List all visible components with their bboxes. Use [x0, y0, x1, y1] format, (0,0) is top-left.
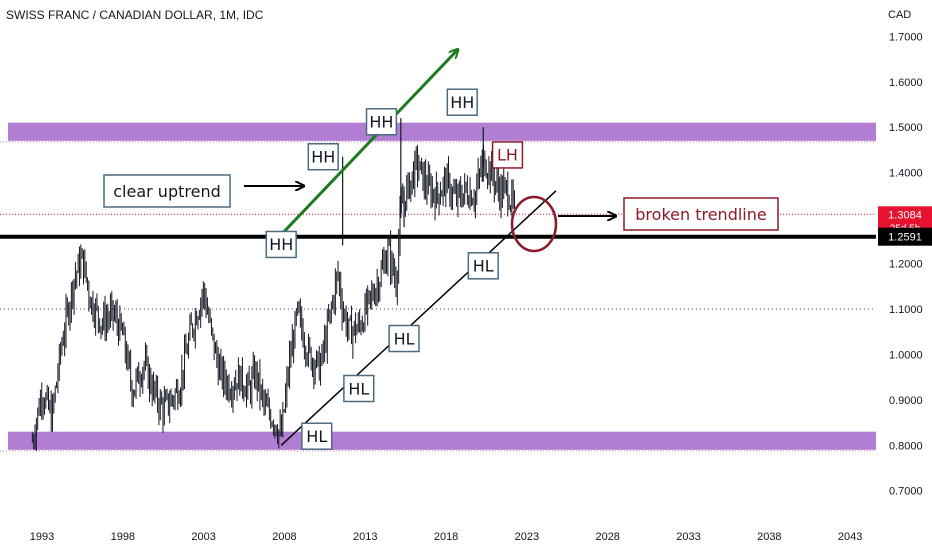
x-tick-label: 2018: [434, 531, 458, 543]
hh-label-3: HH: [450, 93, 474, 112]
hl-label-1-box: [343, 374, 375, 403]
price-tag-black-bg: [878, 227, 932, 246]
uptrend-arrow: [278, 50, 458, 238]
hh-label-1-box: [307, 143, 339, 171]
y-tick-label: 0.9000: [889, 395, 923, 407]
broken-trendline-circle: [510, 195, 558, 253]
y-tick-label: 1.4000: [889, 168, 923, 180]
y-tick-label: 1.1000: [889, 304, 923, 316]
hh-label-2: HH: [369, 113, 393, 132]
x-tick-label: 2043: [838, 531, 862, 543]
hh-label-1: HH: [311, 148, 335, 167]
hl-label-3-box: [467, 252, 499, 280]
x-tick-label: 2008: [272, 531, 296, 543]
hh-label-0: HH: [269, 235, 293, 254]
y-tick-label: 0.7000: [889, 486, 923, 498]
hh-label-0-box: [265, 230, 297, 259]
y-tick-label: 1.5000: [889, 122, 923, 134]
broken-label-box: [623, 197, 779, 231]
hh-label-2-box: [365, 108, 398, 136]
x-tick-label: 2028: [595, 531, 619, 543]
ascending-trendline: [280, 190, 557, 446]
y-tick-label: 1.7000: [889, 31, 923, 43]
resistance-zone-1: [8, 431, 876, 450]
hl-label-2: HL: [394, 329, 415, 348]
resistance-zone-0: [8, 122, 876, 141]
x-tick-label: 2003: [191, 531, 215, 543]
lh-label: LH: [497, 146, 518, 165]
broken-label: broken trendline: [635, 205, 766, 224]
y-tick-label: 1.2000: [889, 259, 923, 271]
hl-label-3: HL: [473, 257, 494, 276]
hl-label-0-box: [301, 422, 333, 450]
x-tick-label: 1998: [111, 531, 135, 543]
hh-label-3-box: [446, 88, 478, 116]
x-tick-label: 2023: [515, 531, 539, 543]
lh-label-box: [491, 141, 524, 169]
price-tag-value: 1.3084: [888, 209, 922, 221]
y-tick-label: 1.6000: [889, 77, 923, 89]
uptrend-label-box: [103, 174, 231, 208]
price-tag-support-value: 1.2591: [888, 232, 922, 244]
uptrend-label: clear uptrend: [113, 182, 221, 201]
x-tick-label: 2038: [757, 531, 781, 543]
x-tick-label: 1993: [30, 531, 54, 543]
chart-title: SWISS FRANC / CANADIAN DOLLAR, 1M, IDC: [6, 8, 264, 22]
x-tick-label: 2013: [353, 531, 377, 543]
hl-label-1: HL: [348, 379, 369, 398]
y-tick-label: 0.8000: [889, 440, 923, 452]
y-tick-label: 1.0000: [889, 349, 923, 361]
hl-label-0: HL: [306, 427, 327, 446]
currency-label: CAD: [888, 9, 912, 21]
x-tick-label: 2033: [676, 531, 700, 543]
hl-label-2-box: [388, 324, 420, 353]
